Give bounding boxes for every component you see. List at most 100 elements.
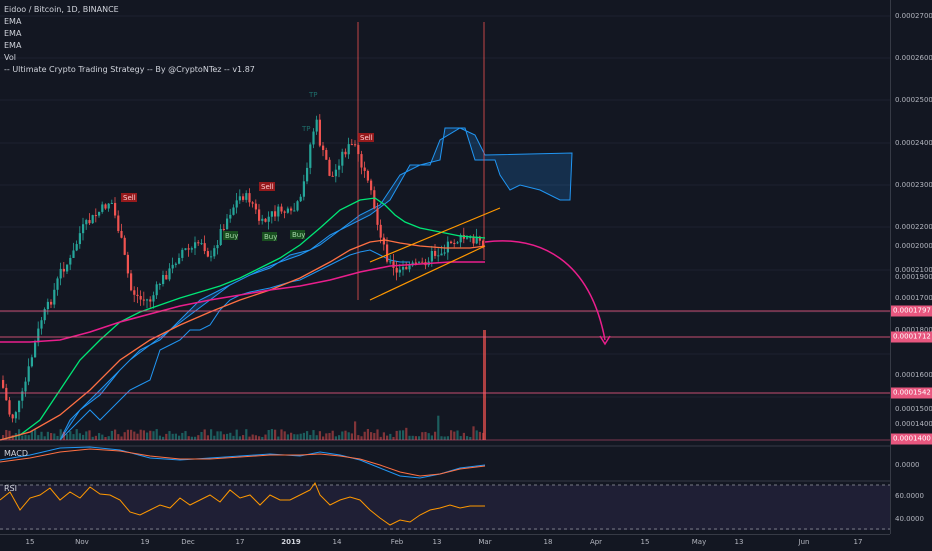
volume-bar [418,436,421,440]
candle-body [30,357,33,367]
time-label: Nov [75,538,89,546]
chart-canvas[interactable]: Sell Sell Sell Buy Buy Buy TP TP [0,0,890,550]
ema-2-label[interactable]: EMA [4,29,22,38]
volume-bar [216,431,219,440]
volume-bar [98,433,101,440]
buy-signal-2 [262,232,277,241]
candle-body [302,181,305,197]
candle-body [200,243,203,245]
price-label: 0.0002100 [895,266,932,274]
candle-body [197,242,200,244]
candle-body [334,169,337,177]
volume-bar [424,431,427,440]
volume-bar [101,434,104,440]
candle-body [325,150,328,160]
candle-body [328,159,331,176]
candle-body [296,201,299,211]
ema-mid-line [0,239,486,441]
volume-bar [226,433,229,440]
candle-body [110,202,113,204]
volume-bar [8,430,11,440]
volume-bar [155,429,158,440]
price-label: 0.0002500 [895,96,932,104]
volume-bar [254,435,257,440]
candle-body [69,257,72,265]
price-label: 0.0001900 [895,273,932,281]
candle-body [72,250,75,258]
candle-body [66,264,69,272]
candle-body [482,240,485,248]
volume-bar [178,435,181,440]
candle-body [142,299,145,301]
candle-body [114,202,117,216]
price-axis[interactable]: 0.0002700 0.0002600 0.0002500 0.0002400 … [890,0,932,534]
buy-signal-1 [223,231,238,240]
candle-body [194,242,197,249]
candle-body [190,248,193,250]
candle-body [267,216,270,222]
price-label: 0.0002200 [895,223,932,231]
price-label: 0.0002000 [895,242,932,250]
ema-1-label[interactable]: EMA [4,17,22,26]
horizontal-levels[interactable] [0,310,890,441]
strategy-label[interactable]: -- Ultimate Crypto Trading Strategy -- B… [4,65,255,74]
time-label: Mar [478,538,492,546]
rsi-label[interactable]: RSI [4,484,17,493]
candle-body [149,299,152,302]
rsi-axis-label: 40.0000 [895,515,924,523]
volume-bar [427,433,430,440]
volume-bar [363,431,366,440]
volume-bar [309,434,312,440]
volume-bar [398,430,401,440]
volume-bar [158,435,161,440]
volume-bar [334,436,337,440]
macd-label[interactable]: MACD [4,449,28,458]
volume-bar [181,432,184,440]
tp-signal-2: TP [301,125,311,133]
candle-body [152,295,155,302]
candle-body [408,265,411,270]
candle-body [376,208,379,225]
candle-body [229,214,232,219]
candle-body [466,237,469,239]
candle-body [168,268,171,280]
volume-bar [27,435,30,440]
time-label: May [691,538,707,546]
candle-body [370,180,373,191]
time-label: 15 [640,538,650,546]
volume-bar [376,429,379,440]
price-tag: 0.0001542 [891,387,932,399]
volume-bar [174,433,177,440]
volume-bar [450,430,453,440]
projection-arrow[interactable] [484,240,606,341]
candle-body [290,208,293,211]
price-label: 0.0001400 [895,420,932,428]
time-axis[interactable]: 15 Nov 19 Dec 17 2019 14 Feb 13 Mar 18 A… [0,534,890,551]
candle-body [430,251,433,262]
volume-bar [200,431,203,440]
volume-bar [139,429,142,440]
volume-bar [347,432,350,440]
volume-bar [78,433,81,440]
candle-body [440,253,443,256]
volume-label[interactable]: Vol [4,53,16,62]
volume-bar [306,431,309,440]
volume-bar [59,429,62,440]
ema-3-label[interactable]: EMA [4,41,22,50]
volume-bar [248,436,251,440]
volume-bar [469,436,472,440]
volume-bar [2,435,5,440]
price-label: 0.0001800 [895,326,932,334]
symbol-title[interactable]: Eidoo / Bitcoin, 1D, BINANCE [4,5,119,14]
candle-body [27,366,30,382]
volume-bar [456,430,459,440]
volume-bar [395,430,398,440]
candle-body [88,220,91,224]
candle-body [8,400,11,415]
candle-body [34,342,37,358]
volume-bar [168,431,171,440]
volume-bar [75,429,78,440]
candle-body [21,391,24,401]
candle-body [318,119,321,146]
candle-body [280,206,283,212]
